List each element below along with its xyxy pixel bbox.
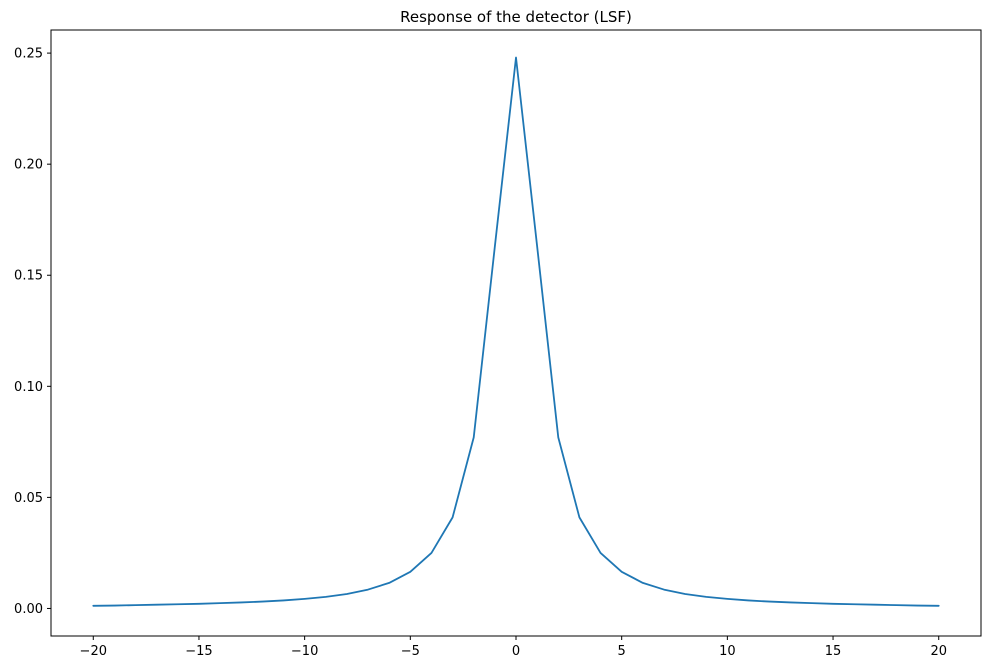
x-tick-label: 15 — [825, 644, 842, 659]
y-tick-label: 0.25 — [14, 47, 43, 62]
x-tick-label: 5 — [618, 644, 626, 659]
series-line — [92, 56, 940, 607]
y-tick-label: 0.20 — [14, 158, 43, 173]
series-0 — [92, 56, 940, 607]
x-tick-label: 0 — [512, 644, 520, 659]
x-tick-label: −10 — [291, 644, 318, 659]
y-tick-label: 0.15 — [14, 269, 43, 284]
x-tick-label: −5 — [401, 644, 420, 659]
x-axis: −20 −15 −10 −5 0 5 10 15 20 — [80, 636, 947, 659]
x-tick-label: 10 — [719, 644, 736, 659]
chart-title: Response of the detector (LSF) — [400, 8, 632, 26]
y-axis: 0.00 0.05 0.10 0.15 0.20 0.25 — [14, 47, 51, 617]
y-tick-label: 0.10 — [14, 380, 43, 395]
axes-frame — [50, 29, 982, 637]
x-tick-label: 20 — [930, 644, 947, 659]
x-tick-label: −20 — [80, 644, 107, 659]
x-tick-label: −15 — [185, 644, 212, 659]
plot-area — [92, 56, 940, 607]
y-tick-label: 0.05 — [14, 491, 43, 506]
y-tick-label: 0.00 — [14, 602, 43, 617]
